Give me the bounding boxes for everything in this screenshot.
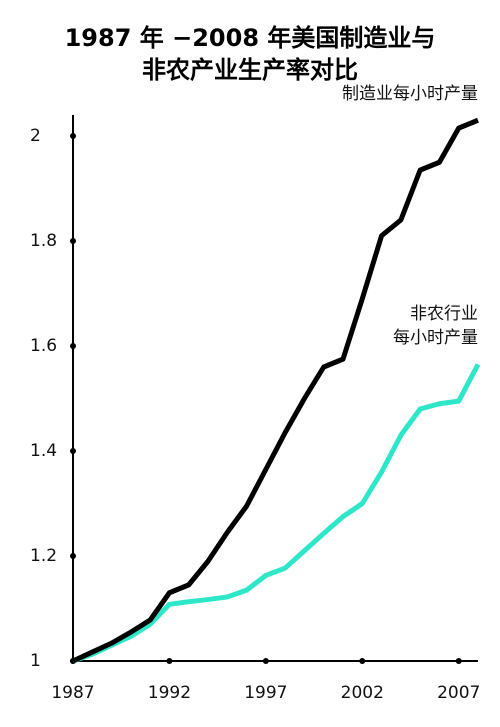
chart-title: 1987 年 −2008 年美国制造业与 非农产业生产率对比 (64, 24, 436, 84)
y-tick-label: 1.8 (30, 231, 57, 251)
x-tick-mark (166, 658, 173, 664)
y-tick-mark (70, 343, 76, 349)
x-tick-mark (455, 658, 462, 664)
x-tick-label: 1992 (148, 683, 191, 703)
series-line (72, 363, 481, 664)
y-tick-mark (70, 553, 76, 559)
series-label: 制造业每小时产量 (342, 84, 478, 105)
series-line (71, 117, 479, 664)
y-tick-label: 1.2 (30, 546, 57, 566)
y-tick-label: 1.6 (30, 336, 57, 356)
x-tick-label: 1997 (244, 683, 287, 703)
series-label: 非农行业 每小时产量 (393, 304, 478, 349)
y-tick-label: 1.4 (30, 441, 57, 461)
x-tick-mark (262, 658, 269, 664)
x-tick-label: 2007 (437, 683, 480, 703)
y-tick-mark (70, 448, 76, 454)
x-tick-label: 1987 (51, 683, 94, 703)
x-tick-mark (359, 658, 366, 664)
y-tick-mark (70, 238, 76, 244)
x-tick-label: 2002 (341, 683, 384, 703)
y-tick-label: 1 (30, 651, 41, 671)
y-tick-label: 2 (30, 126, 41, 146)
y-tick-mark (70, 133, 76, 139)
